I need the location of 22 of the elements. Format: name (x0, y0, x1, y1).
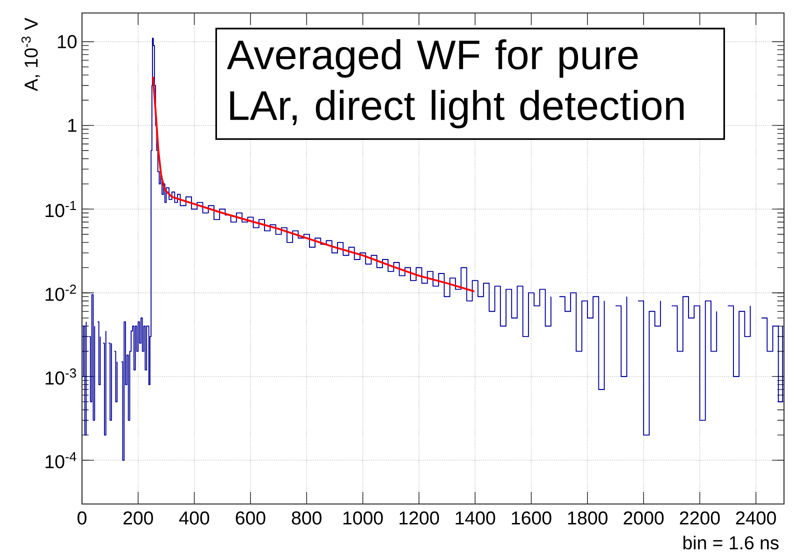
x-tick-label: 0 (78, 511, 86, 525)
x-tick-label: 1000 (343, 511, 383, 525)
y-tick-label: 10$^{-3}$ (46, 368, 76, 385)
x-tick-label: 2200 (680, 511, 720, 525)
x-tick-label: 1600 (512, 511, 552, 525)
annotation: Averaged WF for pure LAr, direct light detection (226, 39, 684, 128)
text: bin = 1.6 ns (683, 536, 779, 550)
x-tick-label: 2400 (736, 511, 776, 525)
x-tick-label: 2000 (624, 511, 664, 525)
y-tick-label: 10 (58, 35, 77, 48)
x-tick-label: 200 (124, 511, 154, 525)
x-tick-label: 800 (292, 511, 322, 525)
y-tick-label: 10$^{-1}$ (46, 201, 76, 218)
y-tick-label: 10$^{-4}$ (46, 452, 76, 468)
x-tick-label: 1400 (456, 511, 496, 525)
x-tick-label: 1200 (400, 511, 439, 525)
y-axis-title: A, 10$^{-3}$ V (21, 18, 40, 92)
x-tick-label: 600 (236, 511, 266, 525)
y-tick-label: 10$^{-2}$ (46, 284, 76, 301)
y-tick-label: 1 (68, 118, 76, 132)
x-tick-label: 400 (179, 511, 210, 525)
x-tick-label: 1800 (568, 511, 608, 525)
